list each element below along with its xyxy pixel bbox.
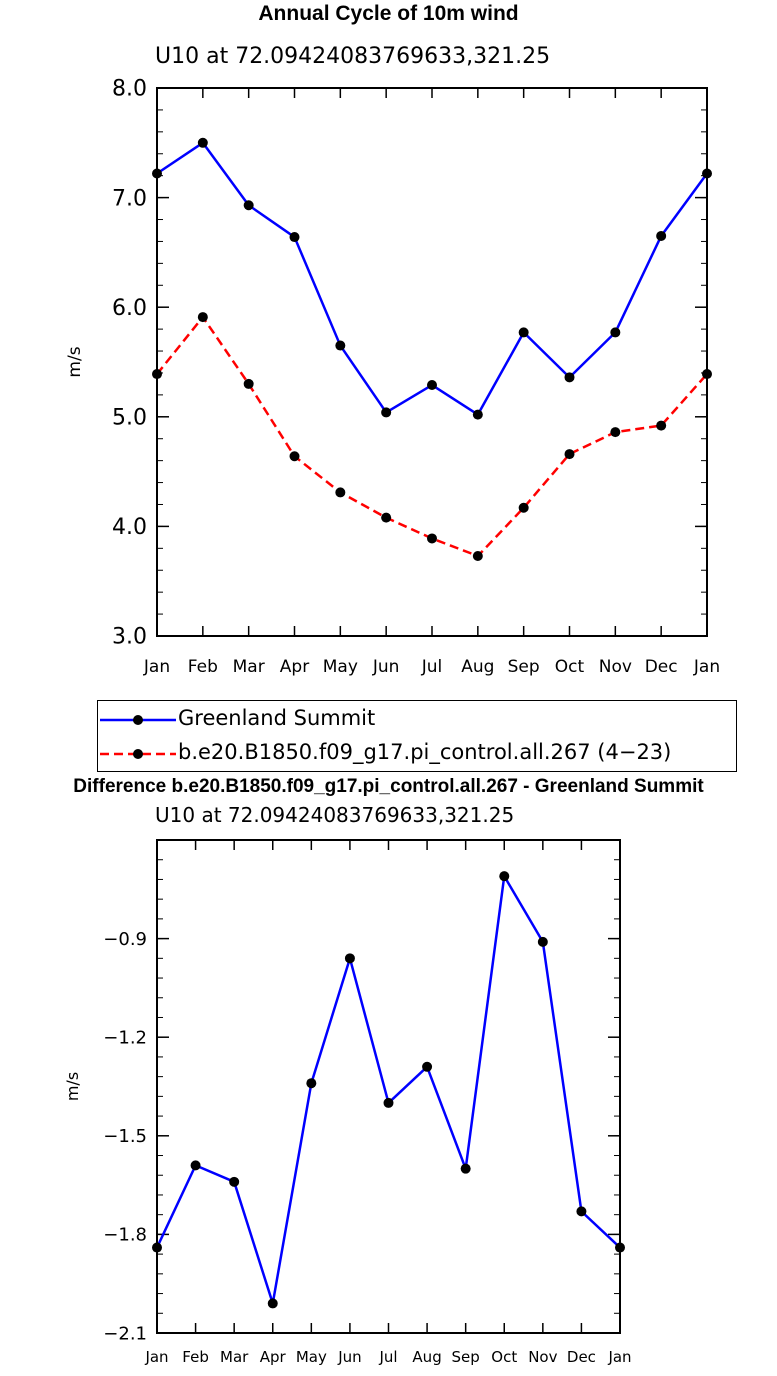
- data-point: [615, 1242, 625, 1253]
- y-tick-label: −1.8: [103, 1225, 147, 1246]
- data-point: [472, 550, 483, 561]
- data-point: [610, 427, 621, 438]
- plot-frame: [156, 839, 621, 1334]
- y-tick-label: 8.0: [112, 77, 147, 102]
- legend-label-greenland-summit: Greenland Summit: [178, 706, 376, 730]
- data-point: [610, 327, 621, 338]
- data-point: [306, 1078, 317, 1089]
- x-tick-label: Apr: [260, 1348, 287, 1366]
- x-tick-label: Mar: [220, 1348, 249, 1366]
- data-point: [243, 378, 254, 389]
- data-point: [564, 372, 575, 383]
- data-point: [335, 340, 346, 351]
- data-point: [460, 1163, 471, 1174]
- x-tick-label: Oct: [555, 657, 585, 677]
- data-point: [564, 449, 575, 460]
- legend-swatch-blue: [100, 715, 176, 725]
- data-point: [243, 200, 254, 211]
- y-tick-label: 6.0: [112, 296, 147, 321]
- x-tick-label: Jul: [378, 1348, 397, 1366]
- x-tick-label: Jan: [143, 657, 170, 677]
- chart1-plot: Jan Feb Mar Apr May Jun Jul Aug Sep Oct Nov Dec Jan 3…: [65, 77, 720, 677]
- legend-item-model: b.e20.B1850.f09_g17.pi_control.all.267 (…: [98, 737, 736, 769]
- data-point: [656, 230, 667, 241]
- data-point: [197, 137, 208, 148]
- data-point: [702, 369, 712, 380]
- data-point: [518, 327, 529, 338]
- data-point: [289, 232, 300, 243]
- x-tick-label: Jun: [372, 657, 400, 677]
- data-point: [427, 380, 437, 391]
- x-tick-label: Dec: [645, 657, 678, 677]
- data-point: [576, 1206, 587, 1217]
- data-point: [152, 168, 162, 179]
- data-point: [381, 512, 392, 523]
- data-point: [289, 451, 300, 462]
- y-tick-label: 4.0: [112, 515, 147, 540]
- y-tick-label: −1.2: [103, 1028, 147, 1049]
- x-tick-label: Jan: [693, 657, 720, 677]
- x-tick-label: May: [323, 657, 358, 677]
- y-tick-label: −0.9: [103, 929, 147, 950]
- y-tick-label: 7.0: [112, 186, 147, 211]
- chart2-title: Difference b.e20.B1850.f09_g17.pi_contro…: [73, 776, 704, 797]
- series-line-0: [155, 874, 621, 1305]
- data-point: [656, 420, 667, 431]
- x-tick-label: Feb: [188, 657, 218, 677]
- legend-swatch-red: [100, 749, 176, 759]
- data-point: [344, 953, 355, 964]
- x-tick-label: Oct: [491, 1348, 517, 1366]
- y-axis-label: m/s: [65, 346, 85, 377]
- legend-item-greenland-summit: Greenland Summit: [98, 703, 736, 735]
- x-tick-label: Aug: [412, 1348, 441, 1366]
- x-tick-label: Sep: [452, 1348, 480, 1366]
- x-tick-label: Jul: [421, 657, 443, 677]
- y-tick-label: −1.5: [103, 1126, 147, 1147]
- x-tick-label: Feb: [182, 1348, 209, 1366]
- x-tick-label: Aug: [461, 657, 494, 677]
- data-point: [427, 533, 437, 544]
- x-tick-label: Jun: [337, 1348, 361, 1366]
- data-point: [381, 407, 392, 418]
- x-tick-label: Sep: [508, 657, 540, 677]
- chart1-subtitle: U10 at 72.09424083769633,321.25: [155, 44, 551, 69]
- data-point: [518, 502, 529, 513]
- y-tick-label: 5.0: [112, 406, 147, 431]
- data-point: [537, 936, 548, 947]
- x-tick-label: Nov: [599, 657, 632, 677]
- y-tick-label: −2.1: [103, 1323, 147, 1344]
- chart2-subtitle: U10 at 72.09424083769633,321.25: [155, 803, 515, 827]
- data-point: [229, 1176, 240, 1187]
- data-point: [197, 312, 208, 323]
- data-point: [383, 1097, 394, 1108]
- x-tick-label: Mar: [233, 657, 265, 677]
- chart1-legend: Greenland Summit b.e20.B1850.f09_g17.pi_…: [97, 700, 737, 772]
- x-tick-label: Jan: [607, 1348, 631, 1366]
- x-tick-label: Apr: [280, 657, 309, 677]
- data-point: [499, 871, 510, 882]
- data-point: [190, 1160, 201, 1171]
- data-point: [267, 1298, 278, 1309]
- x-tick-label: Dec: [567, 1348, 596, 1366]
- data-point: [335, 487, 346, 498]
- data-point: [472, 409, 483, 420]
- x-tick-label: May: [296, 1348, 327, 1366]
- y-tick-label: 3.0: [112, 625, 147, 650]
- x-tick-label: Jan: [144, 1348, 168, 1366]
- data-point: [152, 369, 162, 380]
- chart1-title: Annual Cycle of 10m wind: [258, 2, 519, 25]
- data-point: [702, 168, 712, 179]
- data-point: [422, 1061, 433, 1072]
- legend-label-model: b.e20.B1850.f09_g17.pi_control.all.267 (…: [178, 740, 672, 764]
- x-tick-label: Nov: [528, 1348, 557, 1366]
- data-point: [152, 1242, 162, 1253]
- y-axis-label: m/s: [63, 1072, 82, 1101]
